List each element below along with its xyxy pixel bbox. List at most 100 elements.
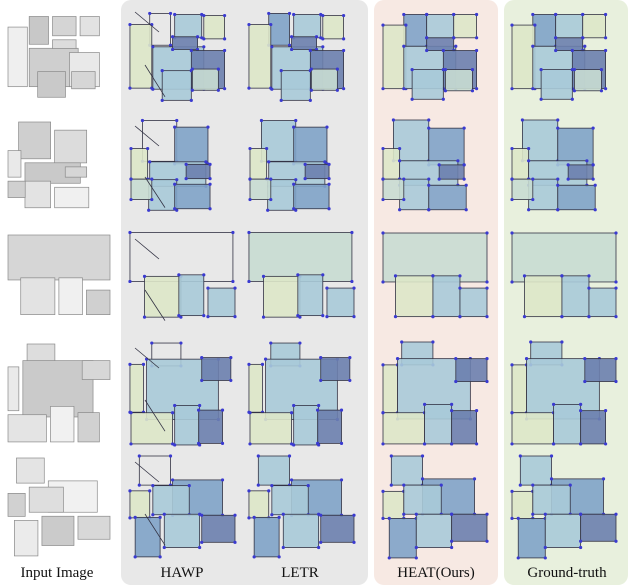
corner-point	[475, 36, 479, 40]
room	[540, 69, 573, 100]
room	[201, 514, 236, 543]
corner-point	[464, 183, 468, 187]
corner-point	[381, 146, 385, 151]
room	[511, 24, 536, 90]
stray-edge	[144, 513, 166, 546]
corner-point	[614, 280, 618, 284]
corner-point	[208, 182, 212, 186]
corner-point	[260, 362, 265, 366]
corner-point	[208, 177, 212, 181]
corner-point	[128, 489, 132, 493]
corner-point	[129, 411, 133, 415]
corner-point	[198, 545, 202, 550]
corner-point	[593, 208, 597, 212]
room	[174, 183, 211, 210]
corner-point	[427, 118, 431, 122]
corner-point	[151, 513, 155, 517]
room	[455, 358, 488, 382]
corner-point	[450, 545, 454, 550]
corner-point	[587, 315, 591, 319]
corner-point	[485, 512, 489, 516]
corner-point	[485, 539, 489, 543]
corner-point	[556, 183, 560, 187]
room	[511, 178, 534, 200]
corner-point	[458, 286, 462, 290]
column-label-ground-truth: Ground-truth	[527, 565, 607, 581]
scan-region	[64, 166, 88, 178]
corner-point	[190, 67, 194, 71]
corner-point	[462, 126, 466, 130]
corner-point	[247, 489, 251, 493]
corner-point	[171, 47, 175, 52]
corner-point	[148, 489, 152, 493]
corner-point	[147, 208, 151, 212]
corner-point	[510, 177, 514, 181]
room	[557, 127, 594, 166]
corner-point	[129, 146, 133, 151]
room	[555, 14, 584, 39]
stray-edge	[144, 399, 166, 432]
scan-region	[22, 360, 94, 418]
corner-point	[173, 125, 177, 129]
corner-point	[352, 315, 356, 319]
heat-floorplan-row-2	[381, 118, 468, 212]
corner-point	[572, 68, 577, 72]
scan-region	[54, 186, 90, 209]
corner-point	[393, 274, 398, 278]
corner-point	[189, 98, 193, 102]
corner-point	[206, 125, 210, 129]
room	[524, 275, 563, 318]
corner-point	[233, 540, 237, 544]
corner-point	[327, 162, 331, 166]
corner-point	[189, 48, 193, 53]
corner-point	[516, 516, 520, 521]
corner-point	[431, 340, 435, 344]
corner-point	[527, 159, 531, 163]
corner-point	[462, 177, 466, 181]
room	[415, 513, 453, 548]
corner-point	[168, 454, 173, 458]
corner-point	[437, 163, 441, 167]
corner-point	[556, 126, 560, 130]
room	[293, 405, 320, 446]
corner-point	[520, 118, 525, 122]
room	[382, 490, 405, 519]
corner-point	[327, 177, 331, 181]
corner-point	[539, 97, 543, 101]
corner-point	[518, 454, 522, 458]
corner-point	[398, 159, 402, 163]
input-image-row-5	[6, 456, 112, 560]
corner-point	[604, 409, 608, 413]
room	[582, 14, 606, 39]
corner-point	[549, 454, 554, 458]
corner-point	[279, 98, 283, 102]
corner-point	[128, 22, 132, 27]
corner-point	[317, 545, 321, 550]
corner-point	[248, 442, 252, 446]
corner-point	[431, 274, 435, 278]
room	[253, 516, 280, 558]
corner-point	[306, 484, 310, 488]
room	[382, 178, 405, 200]
corner-point	[454, 357, 458, 361]
corner-point	[510, 87, 514, 91]
corner-point	[614, 286, 618, 290]
letr-floorplan-row-2	[248, 118, 331, 212]
corner-point	[454, 44, 458, 48]
stray-edge	[134, 125, 160, 147]
scan-region	[7, 493, 26, 517]
room	[174, 405, 201, 446]
scan-region	[54, 129, 88, 164]
corner-point	[200, 513, 204, 517]
heat-floorplan-row-5	[381, 454, 489, 560]
corner-point	[197, 408, 201, 412]
corner-point	[387, 516, 391, 521]
corner-point	[475, 48, 479, 53]
corner-point	[319, 378, 323, 383]
stray-edge	[134, 347, 160, 369]
corner-point	[402, 12, 406, 17]
corner-point	[296, 273, 300, 277]
corner-point	[614, 231, 618, 235]
corner-point	[614, 379, 618, 384]
corner-point	[389, 454, 393, 458]
